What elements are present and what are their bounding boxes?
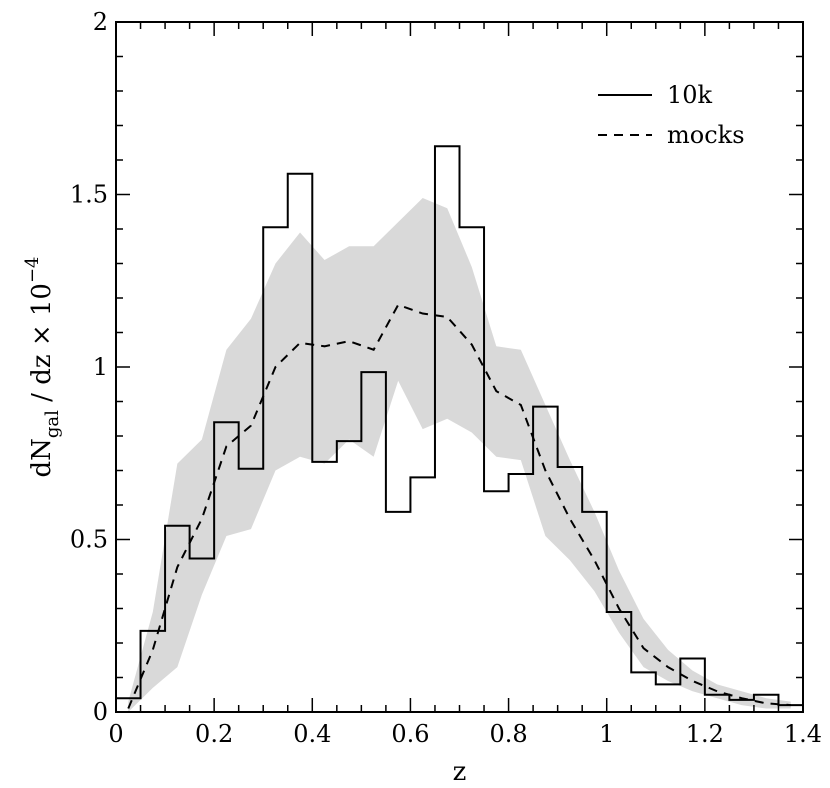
y-tick-label: 1.5	[70, 181, 108, 209]
y-tick-label: 1	[93, 353, 108, 381]
x-tick-label: 1	[599, 720, 614, 748]
x-tick-label: 0.4	[293, 720, 331, 748]
y-axis-title-sup: −4	[22, 257, 43, 284]
mocks-scatter-band	[128, 197, 791, 712]
x-tick-label: 0	[108, 720, 123, 748]
y-tick-label: 0	[93, 698, 108, 726]
y-axis-title: dNgal / dz × 10−4	[22, 257, 63, 478]
y-axis-title-main: dN	[27, 438, 57, 477]
y-axis-title-sub: gal	[42, 410, 63, 438]
y-axis-title-rest: / dz × 10	[27, 283, 57, 410]
series-10k-line	[116, 145, 803, 707]
x-tick-label: 1.2	[686, 720, 724, 748]
x-tick-label: 1.4	[784, 720, 822, 748]
y-tick-label: 0.5	[70, 526, 108, 554]
legend-10k-label: 10k	[667, 81, 713, 109]
x-tick-label: 0.8	[489, 720, 527, 748]
x-axis-title: z	[453, 757, 467, 787]
legend-mocks-label: mocks	[667, 121, 745, 149]
series-mocks-line	[127, 303, 791, 709]
x-tick-label: 0.6	[391, 720, 429, 748]
y-tick-label: 2	[93, 8, 108, 36]
x-tick-label: 0.2	[195, 720, 233, 748]
legend: 10k mocks	[598, 81, 745, 149]
